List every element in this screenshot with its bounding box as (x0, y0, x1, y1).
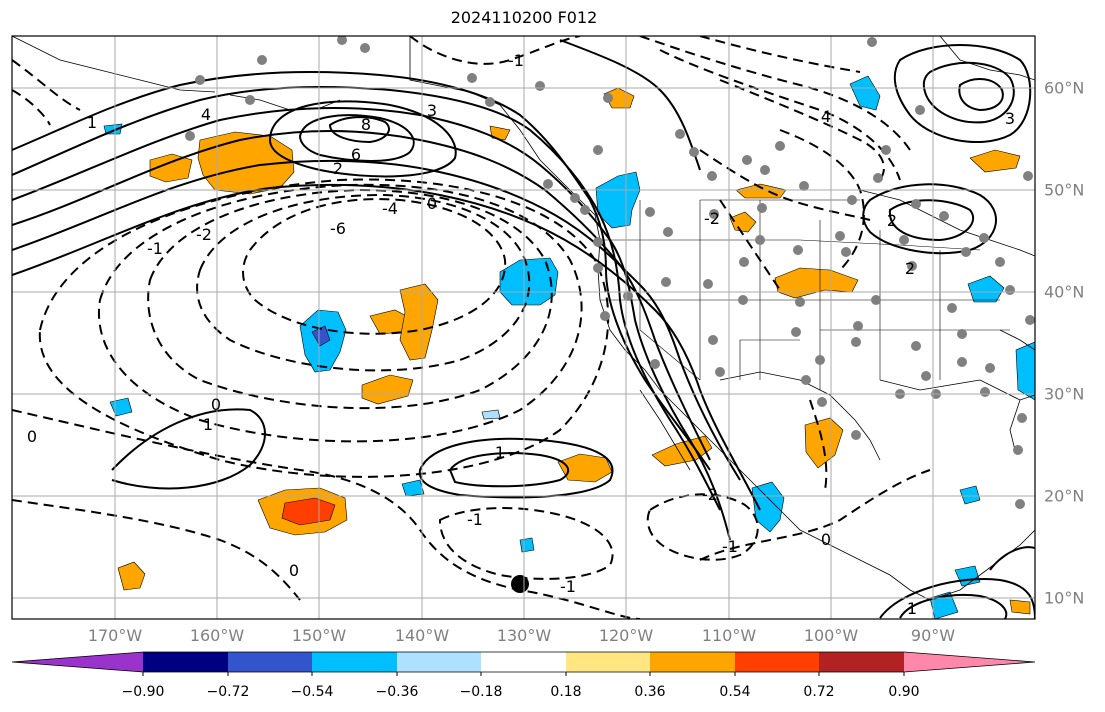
lat-label: 10°N (1044, 588, 1085, 608)
colorbar-tick-label: −0.18 (459, 684, 503, 700)
colorbar-tick-label: 0.72 (803, 684, 835, 700)
contour-label: -2 (196, 225, 212, 244)
colorbar-tick-label: 0.90 (888, 684, 920, 700)
contour-label: -6 (330, 219, 346, 238)
contour-label: -2 (702, 485, 718, 504)
colorbar-segment (397, 652, 481, 672)
lat-label: 50°N (1044, 180, 1085, 200)
contour-label: -4 (382, 199, 398, 218)
contour-label: 2 (333, 159, 343, 178)
colorbar-segment (143, 652, 228, 672)
storm-marker (511, 575, 529, 593)
lon-label: 90°W (910, 626, 956, 645)
colorbar-segment (12, 652, 143, 672)
contour-label: -2 (704, 209, 720, 228)
negative-anomaly-fills (103, 75, 1035, 619)
colorbar-tick-label: 0.36 (634, 684, 666, 700)
graticule (12, 36, 1035, 619)
colorbar-segment (650, 652, 735, 672)
colorbar-tick-label: 0.18 (550, 684, 582, 700)
lat-label: 30°N (1044, 384, 1085, 404)
lat-label: 20°N (1044, 486, 1085, 506)
colorbar-segment (481, 652, 566, 672)
contour-label: 0 (821, 530, 831, 549)
positive-anomaly-fills (117, 87, 1031, 615)
contour-label: -1 (508, 51, 524, 70)
contour-label: 8 (361, 115, 371, 134)
contour-label: 1 (87, 113, 97, 132)
lat-label: 60°N (1044, 78, 1085, 98)
lon-label: 120°W (598, 626, 654, 645)
colorbar-tick-label: −0.36 (375, 684, 419, 700)
contour-label: -1 (722, 537, 738, 556)
colorbar-segment (819, 652, 904, 672)
contour-label: -1 (147, 239, 163, 258)
contour-label: 4 (201, 105, 211, 124)
colorbar-segment (228, 652, 312, 672)
contour-label: 0 (289, 561, 299, 580)
lon-label: 140°W (394, 626, 450, 645)
lon-label: 150°W (291, 626, 347, 645)
colorbar-tick-label: −0.72 (206, 684, 250, 700)
contour-label: 0 (27, 427, 37, 446)
contour-label: 1 (203, 415, 213, 434)
contour-label: 0 (211, 395, 221, 414)
colorbar-tick-label: 0.54 (719, 684, 751, 700)
contour-label: -1 (560, 577, 576, 596)
colorbar-segment (904, 652, 1035, 672)
contour-labels: 8 6 4 3 2 1 0 -1 -2 -4 -6 1 0 -1 -2 -1 0… (27, 51, 1015, 618)
contour-label: 2 (887, 211, 897, 230)
contour-label: 1 (907, 599, 917, 618)
lon-label: 130°W (496, 626, 552, 645)
positive-contours (12, 39, 1035, 619)
contour-label: 6 (351, 145, 361, 164)
colorbar-segment (735, 652, 819, 672)
colorbar (11, 651, 1036, 676)
contour-label: -1 (467, 510, 483, 529)
colorbar-segment (566, 652, 650, 672)
map-title: 2024110200 F012 (450, 8, 598, 27)
colorbar-tick-label: −0.90 (121, 684, 165, 700)
colorbar-segment (312, 652, 397, 672)
lon-label: 110°W (701, 626, 757, 645)
contour-label: 3 (427, 101, 437, 120)
negative-contours (12, 36, 931, 619)
lat-label: 40°N (1044, 282, 1085, 302)
contour-label: 3 (1005, 109, 1015, 128)
map-frame (11, 35, 1036, 620)
contour-label: 4 (821, 107, 831, 126)
colorbar-tick-label: −0.54 (290, 684, 334, 700)
contour-label: 0 (427, 194, 437, 213)
lon-label: 170°W (87, 626, 143, 645)
contour-label: 1 (495, 443, 505, 462)
lon-label: 100°W (803, 626, 859, 645)
station-markers (185, 36, 1035, 509)
lon-label: 160°W (189, 626, 245, 645)
contour-label: 2 (905, 259, 915, 278)
